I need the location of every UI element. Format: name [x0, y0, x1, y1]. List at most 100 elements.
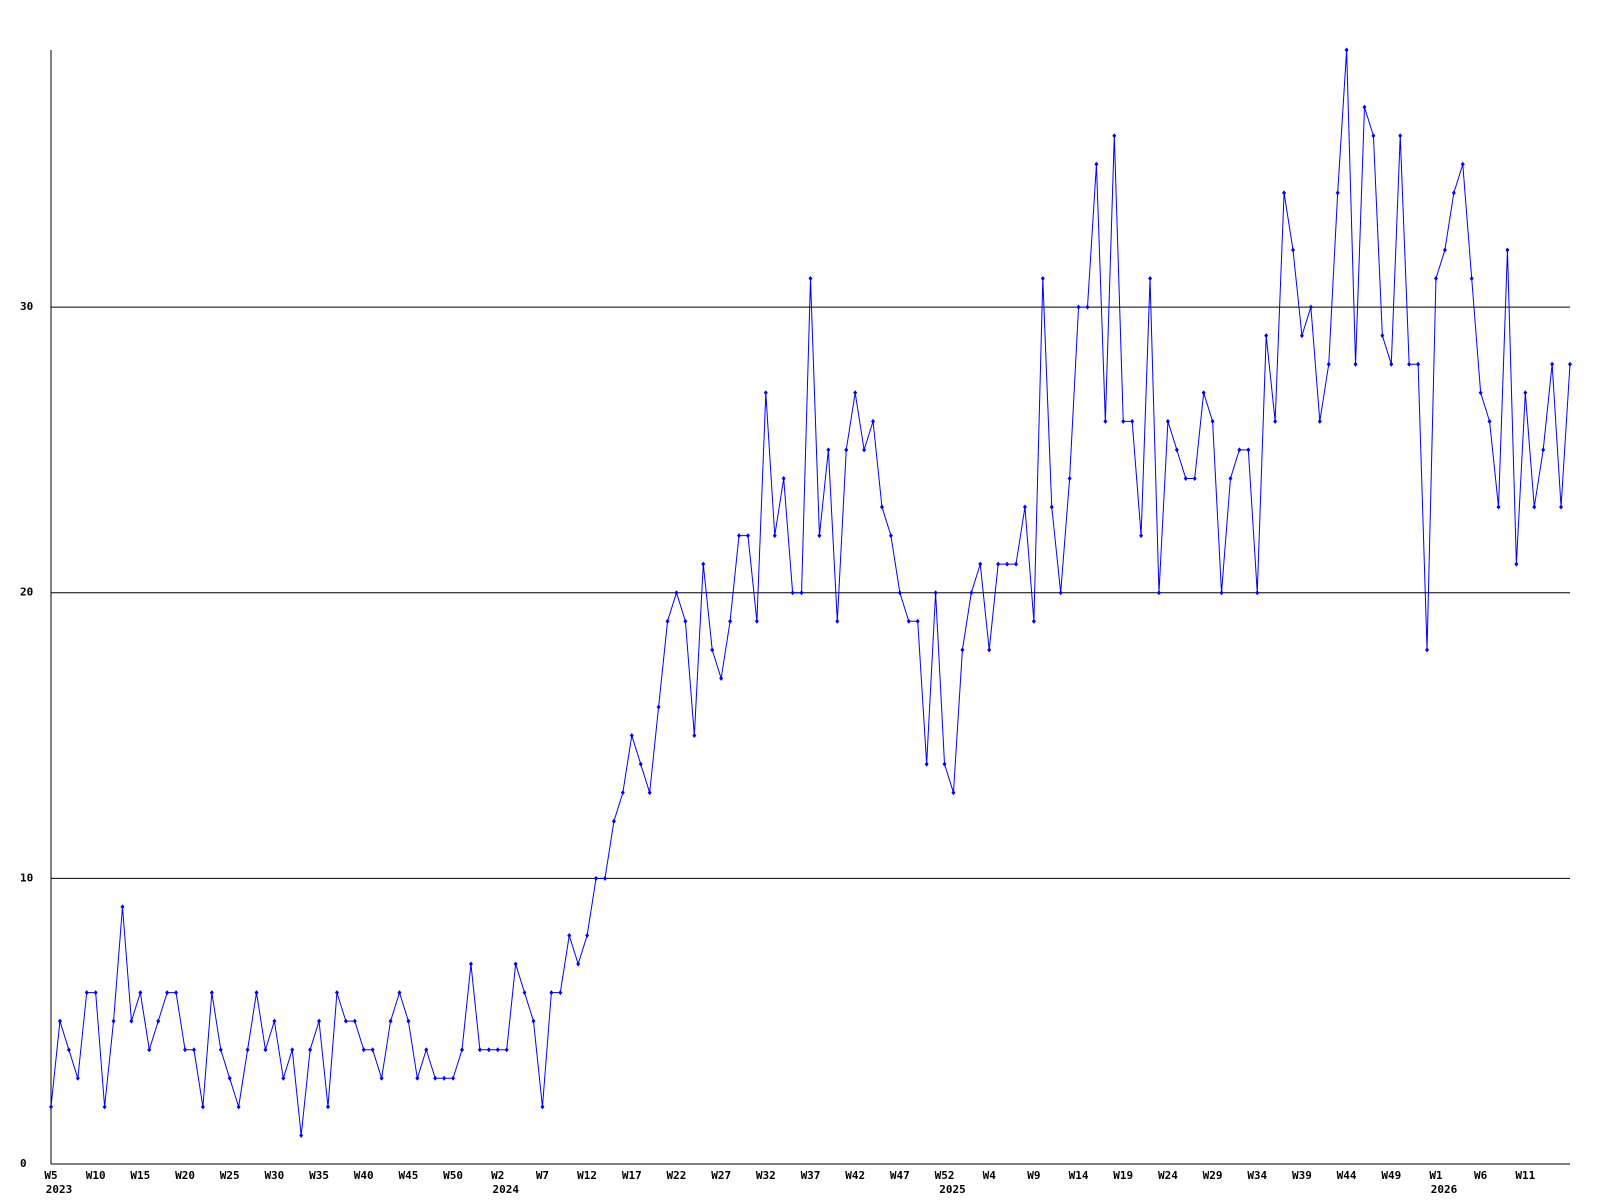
- data-point: [1326, 361, 1331, 367]
- data-point: [406, 1018, 411, 1024]
- data-point: [1496, 504, 1501, 510]
- data-point: [451, 1075, 456, 1081]
- x-tick-label: W52: [935, 1169, 955, 1182]
- data-point: [987, 647, 992, 653]
- x-tick-label: W37: [801, 1169, 821, 1182]
- data-point: [1049, 504, 1054, 510]
- data-point: [1335, 190, 1340, 196]
- data-point: [308, 1047, 313, 1053]
- year-label: 2023: [46, 1183, 73, 1196]
- data-point: [1067, 475, 1072, 481]
- data-point: [1255, 590, 1260, 596]
- x-tick-label: W39: [1292, 1169, 1312, 1182]
- x-tick-label: W35: [309, 1169, 329, 1182]
- x-tick-label: W14: [1069, 1169, 1089, 1182]
- data-point: [781, 475, 786, 481]
- data-point: [388, 1018, 393, 1024]
- data-point: [513, 961, 518, 967]
- data-point: [620, 790, 625, 796]
- data-point: [862, 447, 867, 453]
- data-point: [1076, 304, 1081, 310]
- data-point: [299, 1132, 304, 1138]
- data-point: [710, 647, 715, 653]
- data-point: [1246, 447, 1251, 453]
- data-point: [1568, 361, 1572, 367]
- data-point: [1442, 247, 1447, 253]
- x-tick-label: W20: [175, 1169, 195, 1182]
- data-point: [1264, 333, 1269, 339]
- data-point: [1308, 304, 1313, 310]
- data-point: [1291, 247, 1296, 253]
- data-point: [719, 675, 724, 681]
- data-point: [879, 504, 884, 510]
- data-point: [978, 561, 983, 567]
- x-tick-label: W24: [1158, 1169, 1178, 1182]
- data-point: [531, 1018, 536, 1024]
- data-point: [611, 818, 616, 824]
- data-point: [290, 1047, 295, 1053]
- data-point: [1040, 276, 1045, 282]
- x-tick-label: W34: [1247, 1169, 1267, 1182]
- data-point: [1022, 504, 1027, 510]
- data-point: [84, 990, 89, 996]
- data-point: [129, 1018, 134, 1024]
- x-tick-label: W19: [1113, 1169, 1133, 1182]
- data-point: [57, 1018, 62, 1024]
- data-point: [1344, 47, 1349, 53]
- data-point: [960, 647, 965, 653]
- data-point: [1398, 133, 1403, 139]
- data-point: [683, 618, 688, 624]
- data-point: [334, 990, 339, 996]
- data-point: [1183, 475, 1188, 481]
- x-tick-label: W44: [1337, 1169, 1357, 1182]
- data-point: [1085, 304, 1090, 310]
- data-point: [915, 618, 920, 624]
- data-point: [397, 990, 402, 996]
- data-point: [1469, 276, 1474, 282]
- data-point: [969, 590, 974, 596]
- data-point: [1139, 533, 1144, 539]
- data-point: [218, 1047, 223, 1053]
- data-point: [1103, 418, 1108, 424]
- data-point: [1380, 333, 1385, 339]
- data-point: [871, 418, 876, 424]
- data-point: [1165, 418, 1170, 424]
- data-point: [379, 1075, 384, 1081]
- x-tick-label: W32: [756, 1169, 776, 1182]
- data-point: [1121, 418, 1126, 424]
- data-point: [1130, 418, 1135, 424]
- data-point: [1505, 247, 1510, 253]
- data-point: [1487, 418, 1492, 424]
- data-point: [156, 1018, 161, 1024]
- data-point: [272, 1018, 277, 1024]
- data-point: [1425, 647, 1430, 653]
- data-point: [93, 990, 98, 996]
- data-point: [209, 990, 214, 996]
- x-tick-label: W47: [890, 1169, 910, 1182]
- data-point: [817, 533, 822, 539]
- data-point: [1389, 361, 1394, 367]
- data-point: [1156, 590, 1161, 596]
- data-point: [165, 990, 170, 996]
- data-point: [665, 618, 670, 624]
- data-point: [111, 1018, 116, 1024]
- data-point: [1353, 361, 1358, 367]
- data-point: [1201, 390, 1206, 396]
- x-tick-label: W17: [622, 1169, 642, 1182]
- data-point: [602, 875, 607, 881]
- y-tick-label: 10: [20, 871, 33, 884]
- x-tick-label: W40: [354, 1169, 374, 1182]
- data-point: [442, 1075, 447, 1081]
- data-point: [638, 761, 643, 767]
- x-tick-label: W9: [1027, 1169, 1040, 1182]
- data-point: [772, 533, 777, 539]
- data-point: [1058, 590, 1063, 596]
- data-point: [549, 990, 554, 996]
- data-point: [1282, 190, 1287, 196]
- data-point: [1273, 418, 1278, 424]
- data-point: [656, 704, 661, 710]
- data-point: [1210, 418, 1215, 424]
- data-point: [737, 533, 742, 539]
- data-point: [844, 447, 849, 453]
- data-point: [486, 1047, 491, 1053]
